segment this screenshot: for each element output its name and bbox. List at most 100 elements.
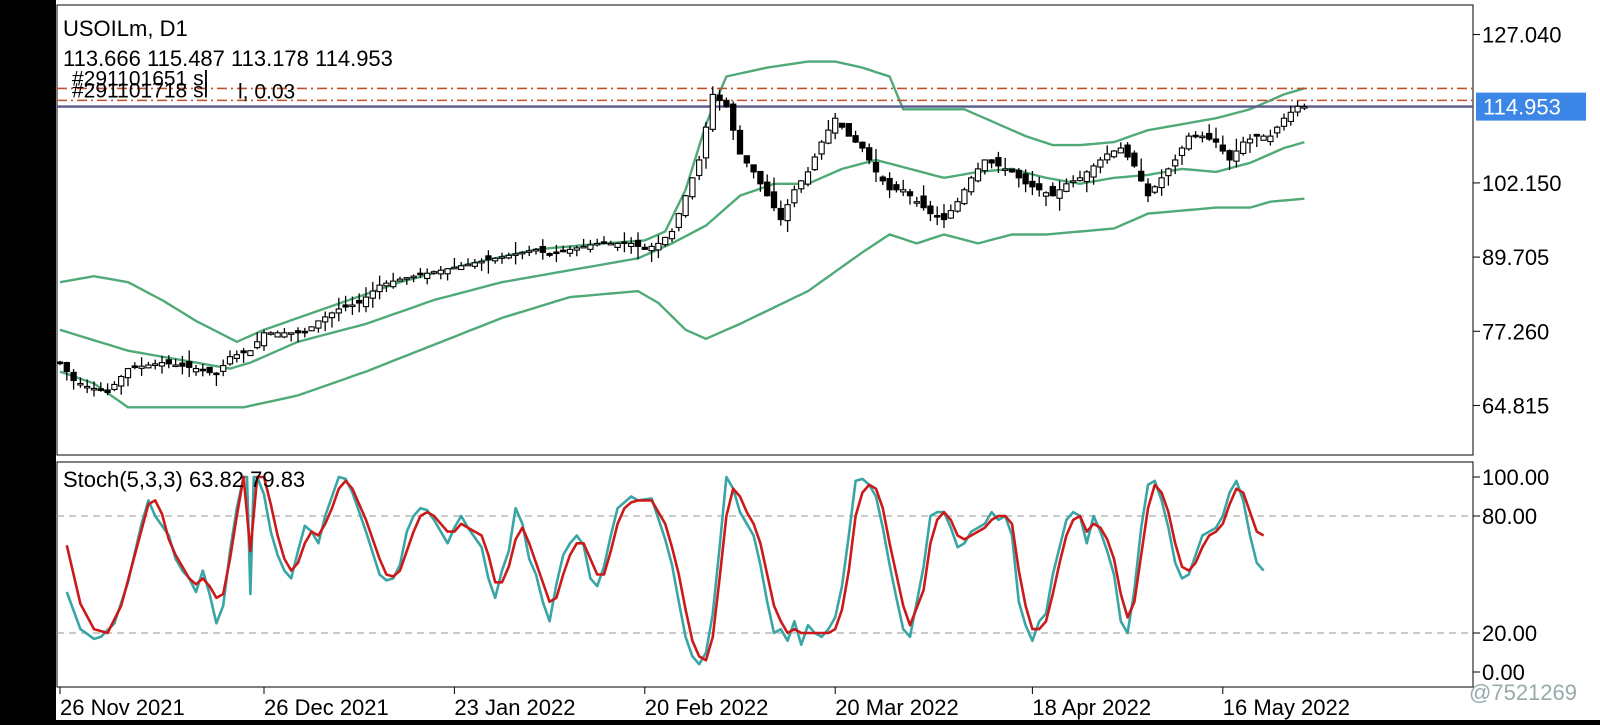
price-panel[interactable]: #291101651 sl#291101718 sl l, 0.03 127.04…: [56, 4, 1586, 456]
stochastic-title: Stoch(5,3,3) 63.82 79.83: [63, 467, 305, 492]
candle: [791, 185, 798, 208]
candle: [158, 355, 166, 374]
candle: [444, 268, 451, 281]
stochastic-levels: [57, 515, 1473, 634]
candle: [478, 258, 485, 272]
candle: [1185, 132, 1192, 151]
candle: [328, 311, 336, 328]
candle: [1260, 134, 1267, 141]
price-tick-label: 77.260: [1482, 319, 1549, 344]
watermark: @7521269: [1469, 680, 1577, 705]
candle: [825, 120, 832, 145]
candle: [430, 270, 438, 275]
candle: [458, 261, 465, 271]
candle: [607, 240, 614, 246]
candle: [56, 360, 64, 366]
stochastic-k-line: [65, 475, 1265, 666]
candle: [417, 267, 424, 279]
symbol-title: USOILm, D1: [63, 16, 188, 41]
price-tick-label: 102.150: [1482, 171, 1562, 196]
candle: [349, 296, 356, 315]
time-tick-label: 20 Feb 2022: [645, 695, 769, 720]
candle: [988, 159, 995, 169]
candles: [56, 86, 1308, 397]
candle: [913, 196, 920, 207]
candle: [192, 364, 200, 376]
candle: [1233, 138, 1240, 168]
candle: [934, 206, 941, 226]
candle: [920, 185, 927, 211]
candle: [614, 242, 621, 252]
candle: [879, 175, 886, 185]
candle: [1267, 129, 1274, 146]
candle: [471, 258, 478, 269]
candle: [1083, 170, 1090, 193]
candle: [1008, 168, 1016, 173]
candle: [634, 232, 642, 260]
candle: [254, 332, 261, 350]
candle: [594, 238, 601, 247]
time-tick-label: 18 Apr 2022: [1032, 695, 1151, 720]
candle: [1070, 175, 1077, 188]
candle: [1097, 156, 1104, 174]
candle: [1138, 158, 1145, 182]
candle: [1117, 142, 1124, 154]
band-lower-line: [59, 197, 1305, 409]
candle: [716, 89, 723, 111]
current-price-label: 114.953: [1483, 95, 1561, 120]
candle: [764, 174, 771, 197]
candle: [369, 281, 376, 308]
candle: [179, 355, 186, 375]
candle: [63, 361, 70, 381]
candle: [77, 377, 84, 388]
price-axis: 127.040 102.150 89.705 77.260 64.815 114.953: [1473, 23, 1586, 418]
candle: [111, 381, 118, 392]
candle: [90, 381, 98, 397]
candle: [288, 332, 295, 342]
candle: [1029, 170, 1036, 196]
candle: [206, 366, 213, 376]
candle: [927, 200, 934, 222]
candle: [1063, 178, 1070, 193]
candle: [1226, 149, 1233, 170]
candle: [505, 252, 512, 260]
candle: [104, 383, 111, 396]
stochastic-tick-label: 100.00: [1482, 465, 1549, 490]
candle: [322, 311, 329, 332]
candle: [1131, 150, 1138, 168]
candle: [512, 242, 519, 265]
lot-size-label: l, 0.03: [238, 80, 295, 103]
candle: [702, 121, 710, 169]
candle: [689, 177, 696, 200]
candle: [281, 327, 288, 339]
time-axis: 26 Nov 2021 26 Dec 2021 23 Jan 2022 20 Feb …: [59, 687, 1350, 720]
bollinger-bands: [59, 60, 1305, 409]
candle: [1274, 125, 1281, 138]
candle: [784, 199, 791, 232]
chart-background: [56, 0, 1600, 720]
candle: [1022, 169, 1029, 193]
candle: [1172, 154, 1179, 175]
candle: [1002, 157, 1009, 176]
candle: [485, 250, 492, 274]
candle: [641, 243, 648, 250]
candle: [580, 238, 587, 249]
candle: [70, 369, 77, 390]
order-lines[interactable]: #291101651 sl#291101718 sl l, 0.03: [57, 67, 1473, 108]
price-tick-label: 127.040: [1482, 23, 1562, 48]
candle: [1240, 136, 1247, 156]
candle: [798, 179, 805, 193]
price-panel-frame: [56, 4, 1474, 456]
candle: [1206, 124, 1213, 141]
candle: [757, 170, 764, 192]
stochastic-panel[interactable]: 100.00 80.00 20.00 0.00 Stoch(5,3,3) 63.82 …: [56, 461, 1549, 688]
time-tick-label: 16 May 2022: [1223, 695, 1350, 720]
candle: [1280, 113, 1288, 131]
stochastic-tick-label: 80.00: [1482, 504, 1537, 529]
stochastic-tick-label: 20.00: [1482, 621, 1537, 646]
candle: [872, 149, 880, 183]
time-tick-label: 23 Jan 2022: [454, 695, 575, 720]
candle: [1301, 103, 1308, 111]
